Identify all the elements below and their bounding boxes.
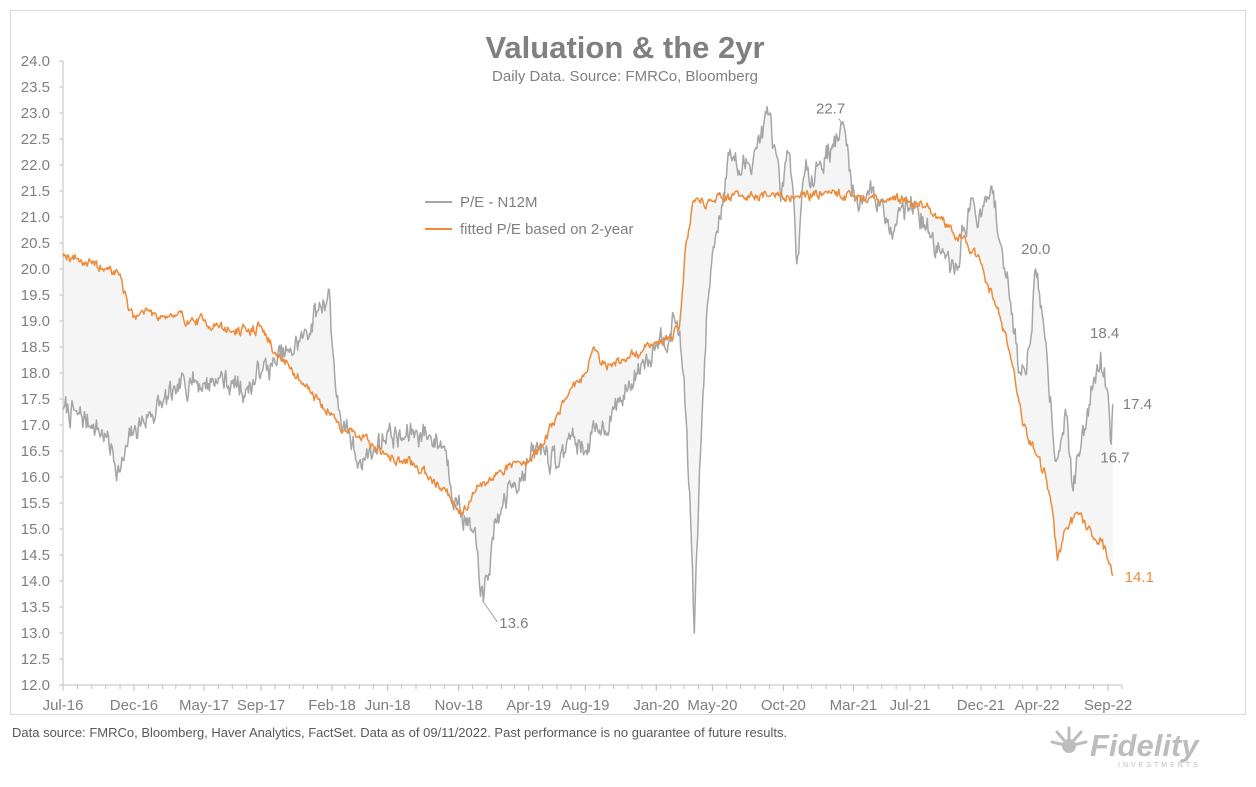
y-tick-label: 12.5 <box>21 651 50 668</box>
footnote: Data source: FMRCo, Bloomberg, Haver Ana… <box>12 725 788 740</box>
axes: 12.0 12.5 13.0 13.5 14.0 14.5 15.0 15.5 16.0 16.5… <box>21 53 1132 714</box>
x-tick-label: Apr-19 <box>506 697 551 714</box>
annotation-leader <box>482 601 498 623</box>
fidelity-logo: Fidelity INVESTMENTS <box>1050 726 1201 769</box>
annotation-label: 17.4 <box>1123 396 1152 413</box>
y-tick-label: 23.5 <box>21 79 50 96</box>
y-tick-label: 12.0 <box>21 677 50 694</box>
x-tick-label: Oct-20 <box>761 697 806 714</box>
y-tick-label: 22.0 <box>21 157 50 174</box>
y-tick-label: 16.5 <box>21 443 50 460</box>
y-tick-label: 13.5 <box>21 599 50 616</box>
y-tick-label: 20.5 <box>21 235 50 252</box>
chart-title: Valuation & the 2yr <box>485 30 764 65</box>
annotations: 22.7 20.0 18.4 17.4 16.7 13.6 14.1 <box>482 101 1154 632</box>
logo-burst-icon <box>1050 726 1088 753</box>
y-tick-label: 20.0 <box>21 261 50 278</box>
x-tick-label: Jun-18 <box>365 697 411 714</box>
x-tick-label: Sep-17 <box>237 697 285 714</box>
chart: Valuation & the 2yr Daily Data. Source: … <box>21 30 1154 714</box>
annotation-label: 16.7 <box>1100 450 1129 467</box>
y-tick-label: 24.0 <box>21 53 50 70</box>
series-lines <box>62 105 1114 634</box>
y-tick-label: 18.0 <box>21 365 50 382</box>
y-tick-label: 14.5 <box>21 547 50 564</box>
x-tick-label: Jul-21 <box>890 697 931 714</box>
x-tick-label: May-17 <box>179 697 229 714</box>
y-tick-label: 21.0 <box>21 209 50 226</box>
annotation-label: 18.4 <box>1090 325 1119 342</box>
y-tick-label: 22.5 <box>21 131 50 148</box>
legend-label-fitted: fitted P/E based on 2-year <box>460 221 633 238</box>
legend-label-pe: P/E - N12M <box>460 194 538 211</box>
y-tick-label: 18.5 <box>21 339 50 356</box>
annotation-label: 22.7 <box>816 101 845 118</box>
y-tick-label: 16.0 <box>21 469 50 486</box>
x-tick-label: Feb-18 <box>308 697 356 714</box>
x-tick-label: Aug-19 <box>561 697 609 714</box>
series-line-pe <box>62 105 1114 634</box>
x-tick-label: Dec-21 <box>957 697 1005 714</box>
y-tick-label: 13.0 <box>21 625 50 642</box>
series-line-fitted <box>62 188 1114 577</box>
chart-frame <box>10 10 1246 715</box>
logo-wordmark: Fidelity <box>1090 728 1200 763</box>
x-tick-label: Mar-21 <box>830 697 878 714</box>
y-tick-label: 19.0 <box>21 313 50 330</box>
y-tick-label: 23.0 <box>21 105 50 122</box>
annotation-label: 14.1 <box>1125 569 1154 586</box>
x-tick-label: Dec-16 <box>110 697 158 714</box>
legend: P/E - N12M fitted P/E based on 2-year <box>425 194 633 238</box>
y-tick-label: 17.0 <box>21 417 50 434</box>
x-tick-label: Jul-16 <box>43 697 84 714</box>
chart-subtitle: Daily Data. Source: FMRCo, Bloomberg <box>492 68 758 85</box>
x-tick-label: Apr-22 <box>1015 697 1060 714</box>
y-tick-label: 19.5 <box>21 287 50 304</box>
x-tick-label: Sep-22 <box>1084 697 1132 714</box>
y-tick-label: 14.0 <box>21 573 50 590</box>
y-tick-label: 15.5 <box>21 495 50 512</box>
y-tick-label: 17.5 <box>21 391 50 408</box>
y-tick-label: 15.0 <box>21 521 50 538</box>
x-tick-label: Nov-18 <box>434 697 482 714</box>
x-tick-label: May-20 <box>687 697 737 714</box>
y-tick-label: 21.5 <box>21 183 50 200</box>
annotation-label: 13.6 <box>499 615 528 632</box>
logo-subtext: INVESTMENTS <box>1118 762 1201 769</box>
annotation-leader <box>838 118 846 127</box>
annotation-label: 20.0 <box>1021 241 1050 258</box>
x-tick-label: Jan-20 <box>633 697 679 714</box>
